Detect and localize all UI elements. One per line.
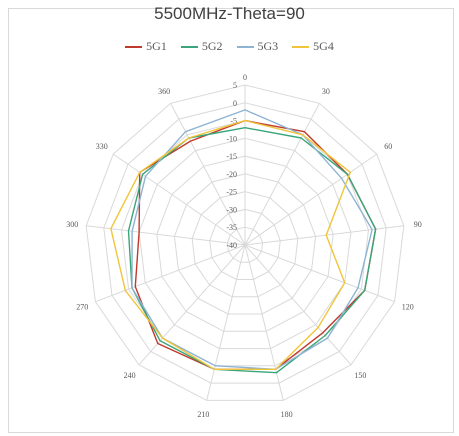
grid-spoke	[206, 244, 246, 401]
series-line-5g2	[127, 126, 377, 374]
radial-tick-label: -20	[226, 170, 237, 179]
legend-item-5g3: 5G3	[236, 39, 279, 54]
grid-ring	[156, 155, 334, 332]
legend-label-5g1: 5G1	[146, 39, 167, 53]
chart-legend: 5G1 5G2 5G3 5G4	[0, 39, 459, 54]
grid-spoke	[244, 103, 320, 246]
grid-ring	[85, 84, 405, 401]
radial-tick-label: -5	[230, 117, 237, 126]
grid-ring	[191, 191, 299, 298]
grid-spoke	[138, 244, 246, 366]
angle-label: 120	[402, 303, 414, 312]
angle-label: 270	[76, 303, 88, 312]
angle-label: 0	[243, 73, 247, 82]
grid-spoke	[244, 244, 284, 401]
grid-spoke	[170, 103, 246, 246]
angle-label: 90	[414, 220, 422, 229]
grid-ring	[173, 173, 317, 315]
angle-label: 150	[354, 371, 366, 380]
radial-tick-label: 5	[233, 81, 237, 90]
angle-label: 330	[96, 142, 108, 151]
chart-title: 5500MHz-Theta=90	[154, 4, 305, 23]
legend-swatch-5g2	[180, 45, 198, 48]
angle-label: 60	[384, 142, 392, 151]
angle-label: 240	[124, 371, 136, 380]
radial-tick-label: 0	[233, 99, 237, 108]
legend-swatch-5g1	[125, 45, 143, 48]
angle-label: 210	[197, 410, 209, 419]
grid-spoke	[244, 244, 352, 366]
grid-spoke	[95, 244, 246, 303]
radial-tick-label: -30	[226, 205, 237, 214]
series-line-5g1	[134, 119, 377, 370]
angle-label: 360	[158, 87, 170, 96]
angle-label: 300	[66, 220, 78, 229]
angle-label: 180	[281, 410, 293, 419]
legend-label-5g2: 5G2	[201, 39, 223, 53]
grid-ring	[138, 137, 352, 350]
radial-tick-label: -10	[226, 134, 237, 143]
legend-item-5g2: 5G2	[180, 39, 223, 54]
chart-frame	[8, 8, 454, 433]
grid-spoke	[244, 225, 404, 246]
radial-tick-label: -15	[226, 152, 237, 161]
radial-tick-label: -40	[226, 241, 237, 250]
grid-spoke	[113, 153, 246, 246]
legend-item-5g1: 5G1	[125, 39, 167, 54]
grid-spoke	[86, 225, 246, 246]
legend-swatch-5g4	[292, 45, 310, 48]
series-line-5g3	[131, 109, 373, 370]
angle-label: 30	[322, 87, 330, 96]
grid-spoke	[244, 153, 377, 246]
legend-label-5g4: 5G4	[313, 39, 334, 53]
radial-tick-label: -35	[226, 223, 237, 232]
grid-ring	[209, 208, 281, 280]
radial-tick-label: -25	[226, 188, 237, 197]
legend-item-5g4: 5G4	[292, 39, 334, 54]
grid-ring	[226, 226, 264, 263]
legend-label-5g3: 5G3	[257, 39, 279, 53]
series-line-5g4	[110, 119, 351, 370]
legend-swatch-5g3	[236, 45, 254, 48]
grid-ring	[103, 102, 387, 384]
grid-spoke	[244, 244, 395, 303]
